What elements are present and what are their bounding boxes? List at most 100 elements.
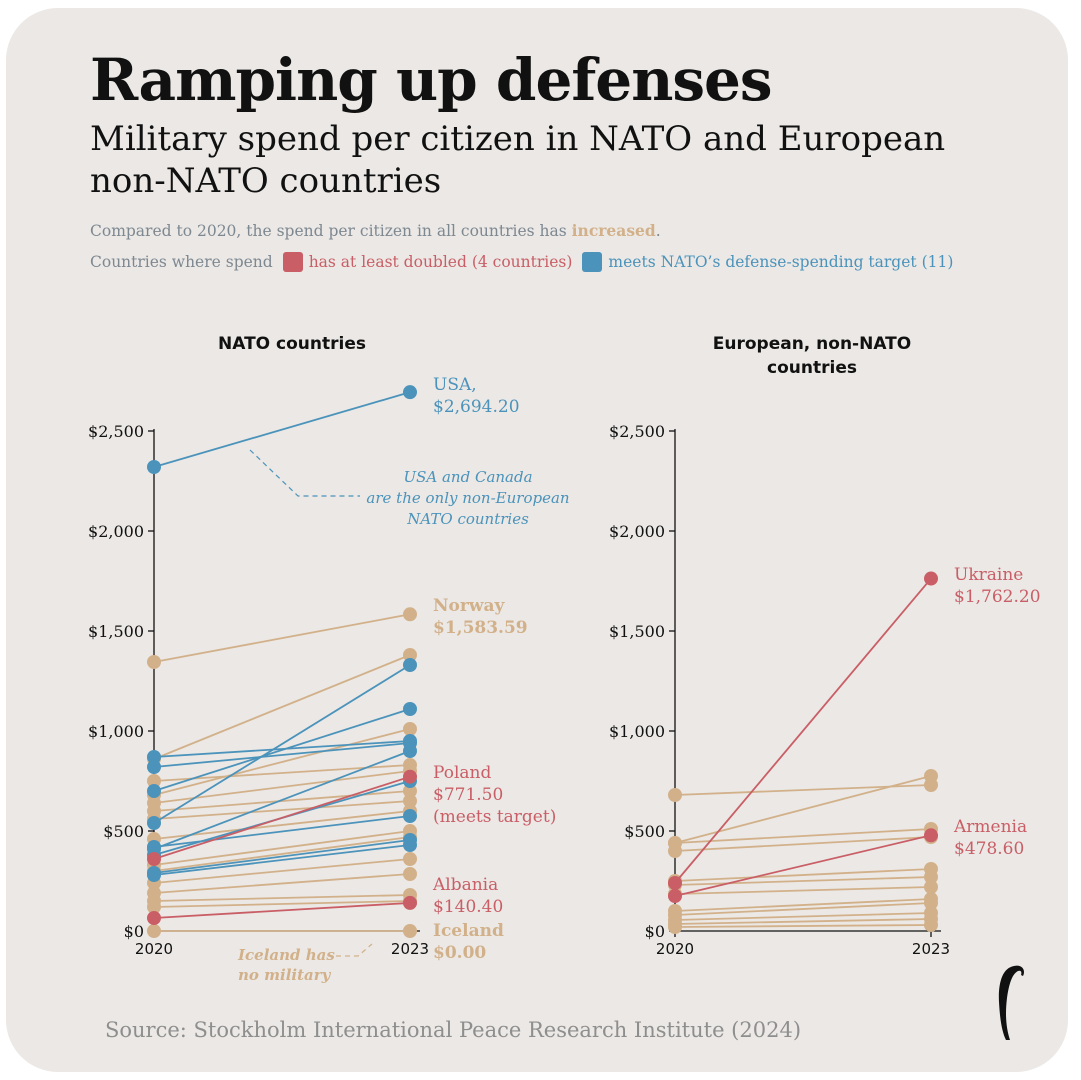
nato-series-line-country xyxy=(153,742,411,768)
non-nato-series-line-country xyxy=(674,918,932,925)
nato-point-2023-norway xyxy=(403,607,417,622)
non-nato-point-2023-country xyxy=(924,918,938,932)
nato-point-2023-country xyxy=(403,702,417,716)
nato-series-line-norway xyxy=(153,613,411,663)
nato-point-2020-country xyxy=(147,900,161,914)
nato-point-2020-country xyxy=(147,784,161,798)
nato-point-2020-country xyxy=(147,760,161,774)
label-armenia: Armenia $478.60 xyxy=(953,817,1027,859)
nato-point-2023-country xyxy=(403,867,417,881)
label-iceland: Iceland $0.00 xyxy=(433,921,504,963)
increased-highlight: increased xyxy=(571,221,656,240)
label-ukraine-line: $1,762.20 xyxy=(954,587,1041,607)
label-iceland-line: Iceland xyxy=(433,921,504,941)
nato-point-2023-country xyxy=(403,648,417,662)
legend-target-label: meets NATO’s defense-spending target (11… xyxy=(608,253,954,271)
intro-note-text: Compared to 2020, the spend per citizen … xyxy=(90,222,572,240)
annotation-usa-canada: USA and Canada are the only non-European N… xyxy=(366,468,569,528)
nato-point-2023-usa xyxy=(403,385,417,400)
non-nato-series-line-ukraine xyxy=(674,577,932,884)
legend: Countries where spend has at least double… xyxy=(90,252,953,272)
non-nato-panel-title-line: countries xyxy=(767,358,857,378)
nato-point-2023-albania xyxy=(403,895,417,910)
non-nato-point-2020-armenia xyxy=(668,889,682,903)
non-nato-series-line-country xyxy=(674,902,932,916)
non-nato-panel-title-line: European, non-NATO xyxy=(713,334,911,354)
non-nato-point-2020-ukraine xyxy=(668,876,682,890)
label-norway-line: $1,583.59 xyxy=(433,618,528,638)
non-nato-series-line-country xyxy=(674,886,932,895)
non-nato-y-tick-label: $0 xyxy=(645,922,665,941)
nato-y-tick-label: $500 xyxy=(103,822,144,841)
nato-series-line-country xyxy=(153,800,411,820)
nato-point-2023-country xyxy=(403,784,417,798)
annotation-iceland-leader xyxy=(336,943,373,957)
nato-point-2023-country xyxy=(403,852,417,866)
non-nato-point-2023-country xyxy=(924,896,938,910)
annotation-usa-canada-line: USA and Canada xyxy=(403,468,532,486)
nato-point-2020-iceland xyxy=(147,924,161,938)
nato-point-2020-poland xyxy=(147,852,161,866)
non-nato-x-tick-label: 2020 xyxy=(656,940,694,958)
nato-series-line-albania xyxy=(153,902,411,919)
non-nato-series-line-country xyxy=(674,924,932,928)
chart-title: Ramping up defenses xyxy=(90,46,773,114)
label-armenia-line: $478.60 xyxy=(954,839,1024,859)
nato-series-line-country xyxy=(153,815,411,848)
intro-note-end: . xyxy=(655,222,661,240)
chart-subtitle: Military spend per citizen in NATO and E… xyxy=(90,119,946,201)
non-nato-point-2023-country xyxy=(924,769,938,783)
nato-point-2023-country xyxy=(403,722,417,736)
nato-y-tick-label: $1,000 xyxy=(88,722,144,741)
legend-doubled-label: has at least doubled (4 countries) xyxy=(308,253,573,271)
label-albania-line: $140.40 xyxy=(433,897,503,917)
label-usa-line: $2,694.20 xyxy=(433,397,520,417)
nato-point-2020-country xyxy=(147,840,161,854)
annotation-iceland: Iceland has no military xyxy=(237,946,335,984)
nato-point-2023-country xyxy=(403,838,417,852)
nato-panel-title-line: NATO countries xyxy=(218,334,366,354)
non-nato-series-line-country xyxy=(674,868,932,882)
nato-point-2023-poland xyxy=(403,769,417,784)
label-usa-line: USA, xyxy=(433,375,477,395)
non-nato-point-2023-country xyxy=(924,870,938,884)
annotation-iceland-line: Iceland has xyxy=(237,946,335,964)
nato-point-2020-albania xyxy=(147,911,161,925)
label-norway-line: Norway xyxy=(433,596,505,616)
nato-point-2023-country xyxy=(403,794,417,808)
nato-point-2020-country xyxy=(147,816,161,830)
annotation-usa-canada-leader xyxy=(249,449,360,497)
nato-series-line-country xyxy=(153,900,411,908)
nato-series-line-country xyxy=(153,770,411,804)
nato-series-line-country xyxy=(153,810,411,840)
nato-point-2020-country xyxy=(147,750,161,764)
non-nato-series-line-country xyxy=(674,912,932,921)
nato-series-line-poland xyxy=(153,775,411,860)
non-nato-y-tick-label: $2,500 xyxy=(609,422,665,441)
non-nato-y-tick-label: $500 xyxy=(624,822,665,841)
nato-series-line-country xyxy=(153,839,411,874)
chart-card xyxy=(6,8,1068,1072)
label-poland-line: Poland xyxy=(433,763,492,783)
non-nato-x-tick-label: 2023 xyxy=(912,940,950,958)
label-ukraine: Ukraine $1,762.20 xyxy=(954,565,1041,607)
annotation-usa-canada-line: NATO countries xyxy=(406,510,529,528)
nato-series-line-country xyxy=(153,664,411,824)
source-note: Source: Stockholm International Peace Re… xyxy=(105,1018,802,1042)
label-norway: Norway $1,583.59 xyxy=(433,596,528,638)
non-nato-panel-title: European, non-NATO countries xyxy=(713,334,911,378)
non-nato-point-2023-ukraine xyxy=(924,571,938,586)
nato-point-2020-norway xyxy=(147,655,161,669)
non-nato-y-tick-label: $2,000 xyxy=(609,522,665,541)
non-nato-point-2020-country xyxy=(668,844,682,858)
non-nato-point-2023-country xyxy=(924,880,938,894)
nato-y-tick-label: $0 xyxy=(124,922,144,941)
intro-note: Compared to 2020, the spend per citizen … xyxy=(90,221,661,240)
label-poland: Poland $771.50 (meets target) xyxy=(433,763,556,827)
nato-series-line-country xyxy=(153,790,411,812)
non-nato-series-line-country xyxy=(674,828,932,844)
doubled-swatch-icon xyxy=(282,252,303,272)
nato-x-tick-label: 2023 xyxy=(391,940,429,958)
nato-series-line-country xyxy=(153,858,411,884)
